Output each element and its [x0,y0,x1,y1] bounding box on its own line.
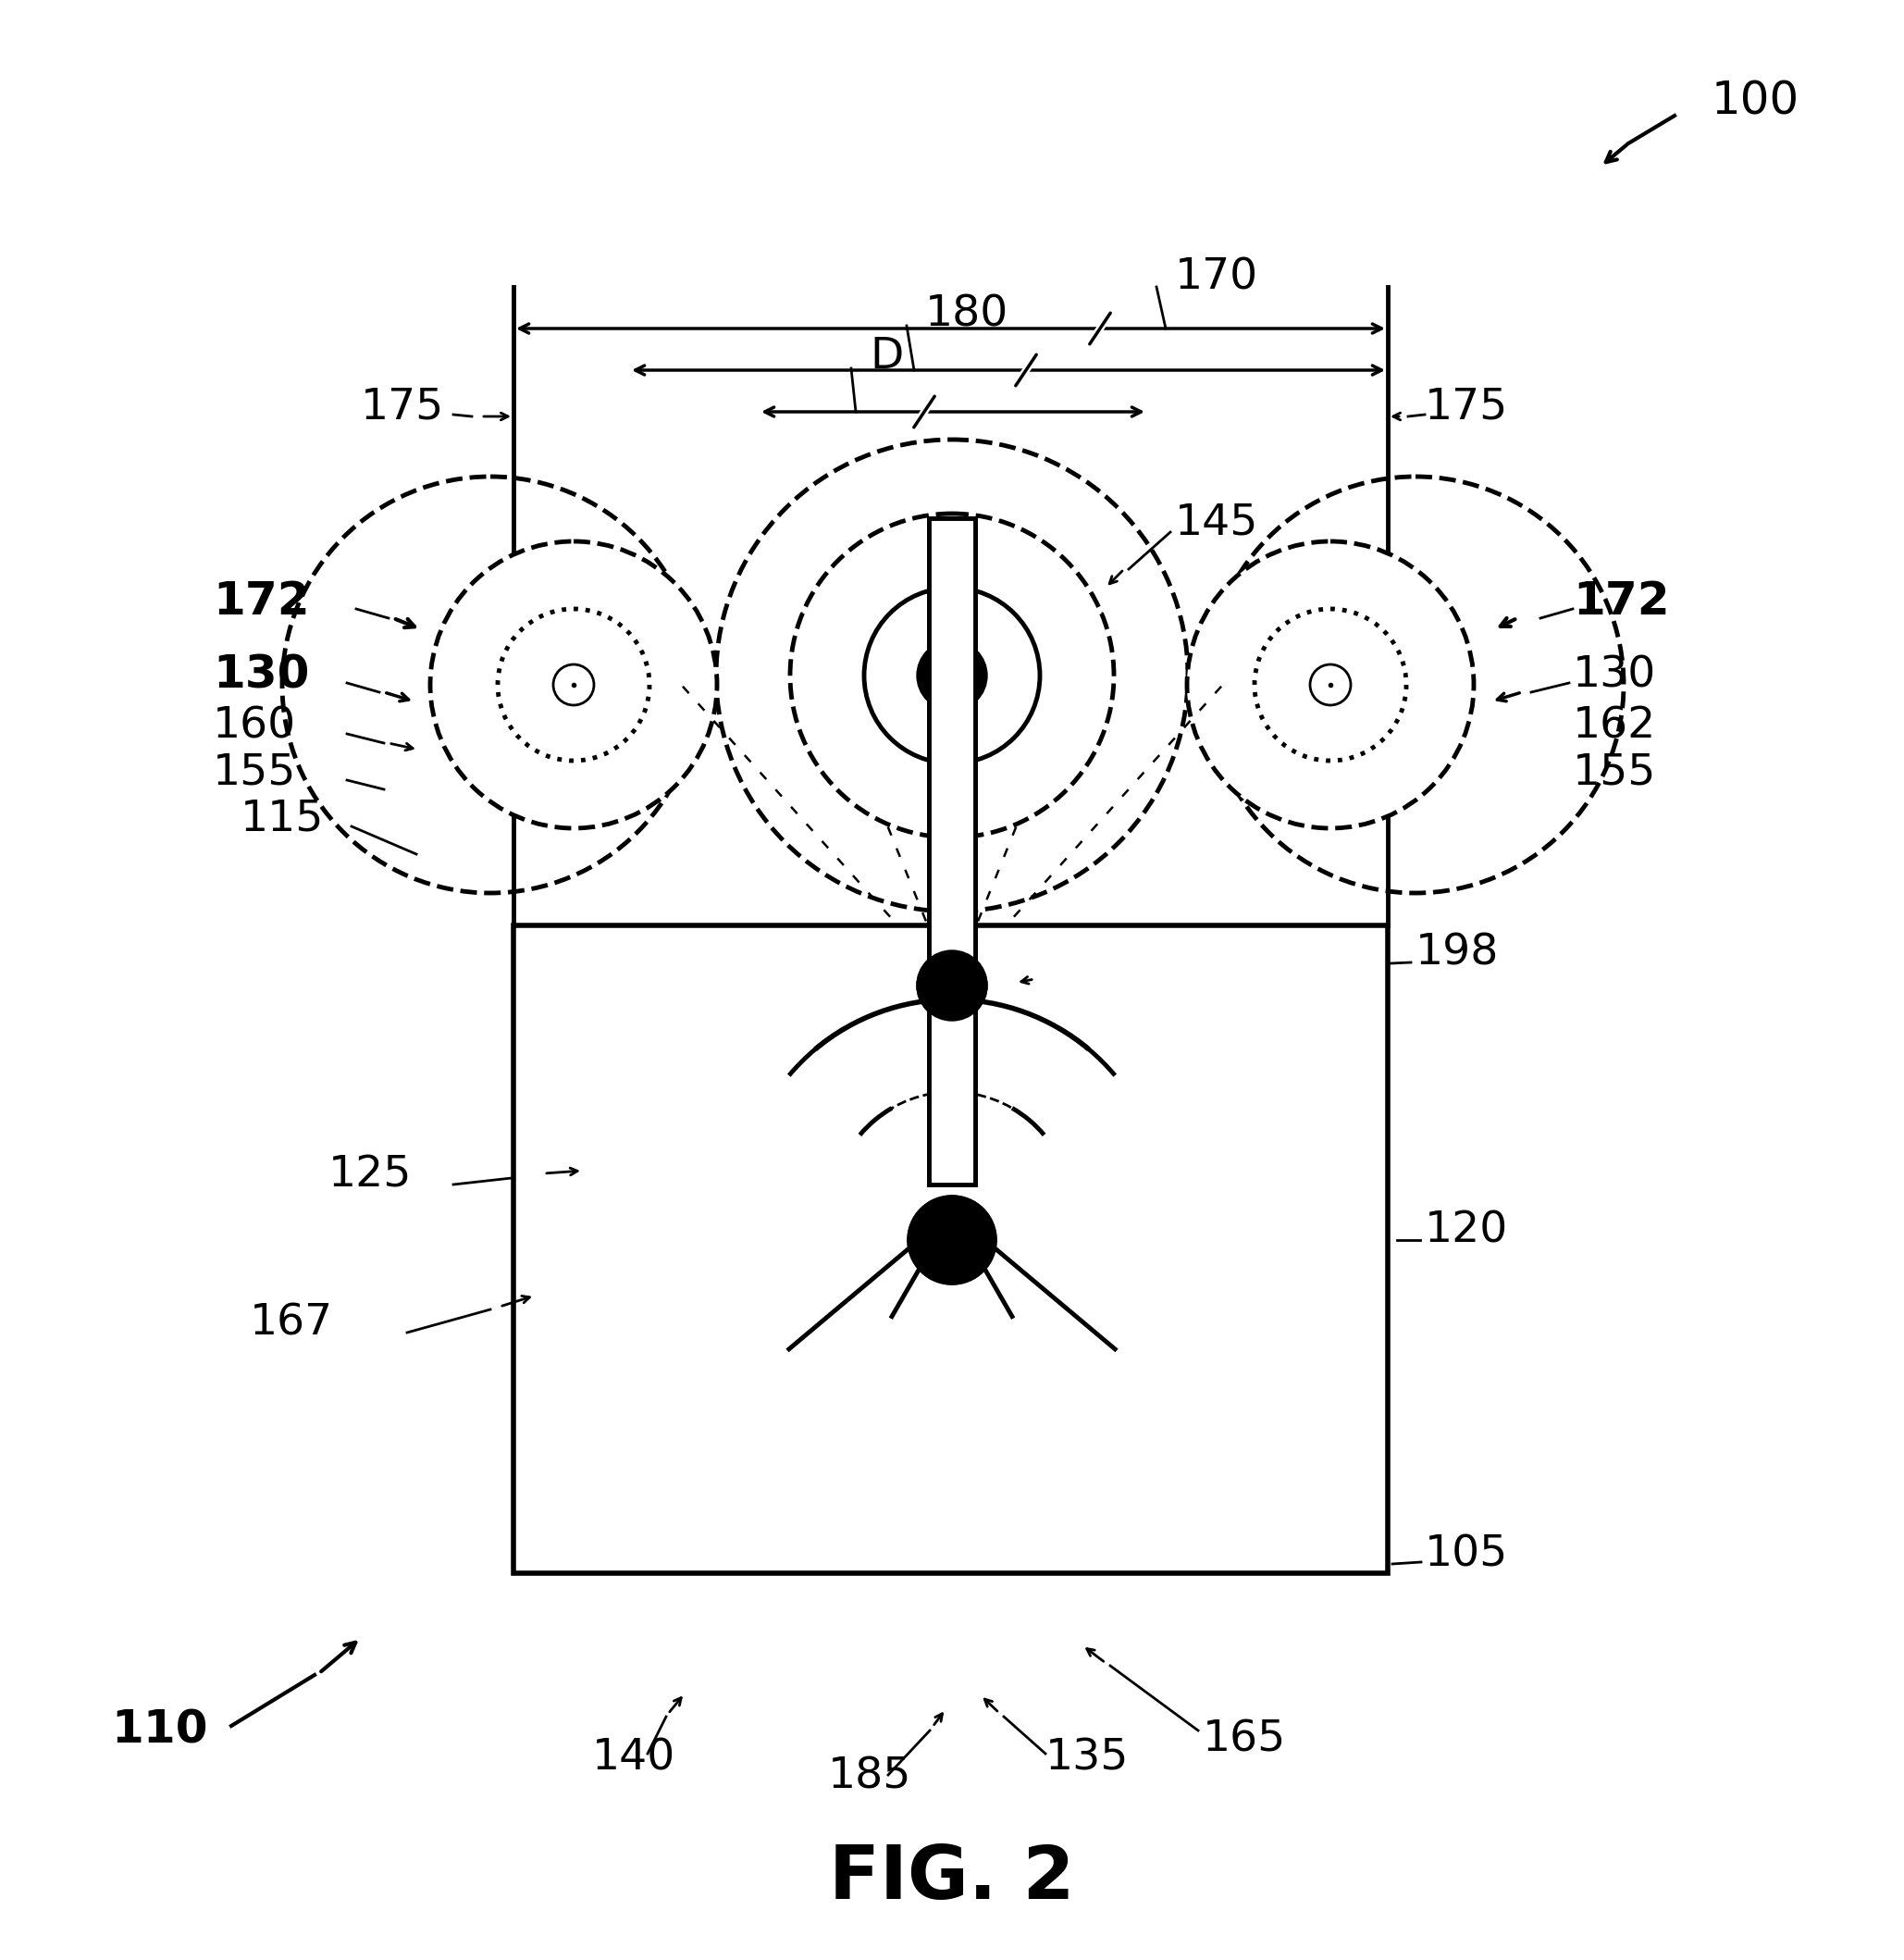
Text: 170: 170 [1175,257,1259,298]
Bar [514,925,1388,1574]
Circle shape [918,641,986,711]
Text: 175: 175 [1424,386,1508,427]
Circle shape [918,951,986,1021]
Circle shape [864,588,1040,764]
Circle shape [1207,476,1624,894]
Circle shape [790,514,1114,837]
Circle shape [918,951,986,1021]
Text: 167: 167 [249,1303,333,1345]
Text: 155: 155 [1573,753,1656,794]
Circle shape [908,1196,996,1284]
Text: 130: 130 [213,653,308,698]
Circle shape [908,1196,996,1284]
Text: FIG. 2: FIG. 2 [828,1842,1076,1915]
Text: 145: 145 [1175,502,1259,543]
Circle shape [716,439,1188,911]
Bar [929,517,975,1184]
Text: 175: 175 [362,386,444,427]
Text: 198: 198 [1415,933,1498,974]
Text: 135: 135 [1045,1737,1129,1780]
Circle shape [1186,541,1474,829]
Text: 100: 100 [1712,80,1799,123]
Text: 162: 162 [1573,706,1656,747]
Text: 172: 172 [1573,580,1670,623]
Text: 105: 105 [1424,1535,1508,1576]
Text: 110: 110 [110,1709,208,1752]
Circle shape [282,476,699,894]
Circle shape [430,541,718,829]
Circle shape [554,664,594,706]
Text: 125: 125 [327,1154,411,1196]
Text: 130: 130 [1573,655,1656,696]
Text: 155: 155 [213,753,297,794]
Text: 115: 115 [240,798,324,839]
Text: 180: 180 [925,294,1009,335]
Text: D: D [870,335,902,376]
Circle shape [1255,610,1407,760]
Text: 185: 185 [828,1756,912,1797]
Text: 172: 172 [213,580,310,623]
Circle shape [497,610,649,760]
Text: 120: 120 [1424,1209,1508,1252]
Bar [929,517,975,1184]
Text: 160: 160 [213,706,297,747]
Bar [929,517,975,1184]
Text: 165: 165 [1203,1719,1287,1760]
Text: 140: 140 [592,1737,676,1780]
Circle shape [1310,664,1350,706]
